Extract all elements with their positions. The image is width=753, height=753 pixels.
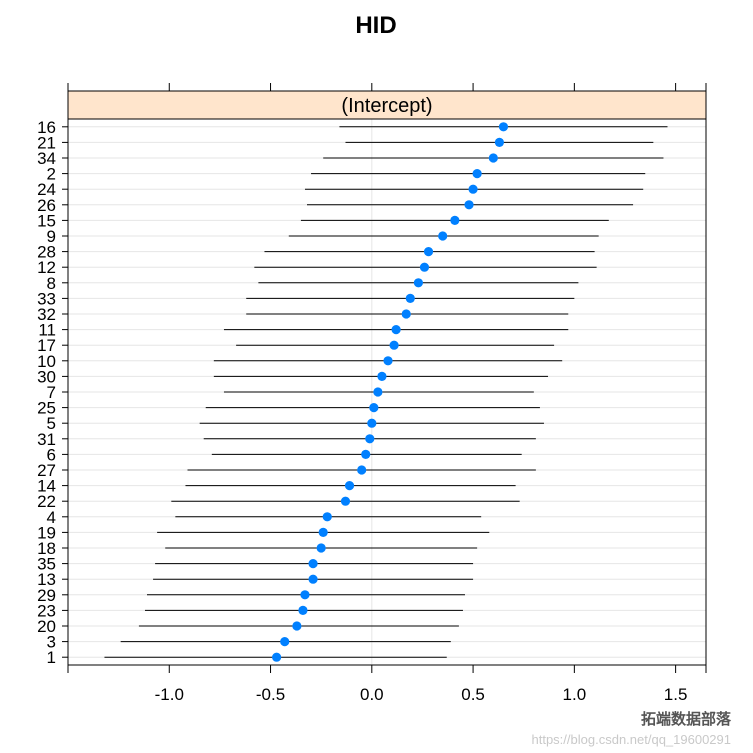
y-tick-label: 20 <box>37 617 56 636</box>
estimate-point <box>383 356 393 366</box>
estimate-point <box>377 371 387 381</box>
estimate-point <box>365 434 375 444</box>
y-tick-label: 26 <box>37 196 56 215</box>
y-tick-label: 27 <box>37 461 56 480</box>
estimate-point <box>488 153 498 163</box>
y-tick-label: 23 <box>37 601 56 620</box>
estimate-point <box>468 184 478 194</box>
estimate-point <box>357 465 367 475</box>
x-tick-label: 0.5 <box>461 685 485 704</box>
estimate-point <box>494 137 505 147</box>
y-tick-label: 30 <box>37 367 56 386</box>
estimate-point <box>308 559 318 569</box>
estimate-point <box>292 621 302 631</box>
estimate-point <box>423 247 434 257</box>
estimate-point <box>419 262 430 272</box>
y-tick-label: 3 <box>47 633 56 652</box>
x-tick-label: 0.0 <box>360 685 384 704</box>
y-tick-label: 6 <box>47 445 56 464</box>
estimate-point <box>316 543 326 553</box>
y-tick-label: 14 <box>37 477 56 496</box>
estimate-point <box>498 122 509 132</box>
panel-frame <box>67 90 707 666</box>
y-axis-labels: 1621342242615928128333211171030725531627… <box>37 118 68 667</box>
y-tick-label: 33 <box>37 289 56 308</box>
y-tick-label: 24 <box>37 180 56 199</box>
estimate-point <box>369 403 379 413</box>
y-tick-label: 16 <box>37 118 56 137</box>
estimate-point <box>367 418 377 428</box>
y-tick-label: 12 <box>37 258 56 277</box>
estimate-point <box>318 527 328 538</box>
x-tick-label: 1.0 <box>563 685 587 704</box>
y-tick-label: 4 <box>47 508 56 527</box>
y-tick-label: 1 <box>47 648 56 667</box>
y-tick-label: 29 <box>37 586 56 605</box>
estimate-point <box>450 215 460 225</box>
chart-title: HID <box>355 12 396 39</box>
y-tick-label: 17 <box>37 336 56 355</box>
x-axis: -1.0 -0.5 0.0 0.5 1.0 1.5 <box>67 83 707 704</box>
estimate-point <box>464 200 474 210</box>
y-tick-label: 35 <box>37 555 56 574</box>
y-tick-label: 28 <box>37 243 56 262</box>
y-tick-label: 22 <box>37 492 56 511</box>
estimate-point <box>298 605 308 616</box>
x-tick-label: 1.5 <box>664 685 688 704</box>
estimate-point <box>405 293 415 303</box>
watermark-brand: 拓端数据部落 <box>640 710 731 728</box>
x-tick-label: -0.5 <box>256 685 285 704</box>
estimate-point <box>272 652 282 662</box>
y-tick-label: 7 <box>47 383 56 402</box>
estimate-point <box>401 309 411 319</box>
y-tick-label: 21 <box>37 133 56 152</box>
y-tick-label: 34 <box>37 149 56 168</box>
estimate-point <box>340 496 351 506</box>
y-tick-label: 13 <box>37 570 56 589</box>
point-layer <box>272 122 509 662</box>
estimate-point <box>472 169 482 179</box>
estimate-point <box>438 231 448 241</box>
watermark-url: https://blog.csdn.net/qq_19600291 <box>531 732 732 747</box>
estimate-point <box>361 449 371 459</box>
y-tick-label: 19 <box>37 523 56 542</box>
y-tick-label: 25 <box>37 399 56 418</box>
y-tick-label: 18 <box>37 539 56 558</box>
y-tick-label: 8 <box>47 274 56 293</box>
y-tick-label: 5 <box>47 414 56 433</box>
y-tick-label: 15 <box>37 211 56 230</box>
y-tick-label: 11 <box>38 321 56 340</box>
estimate-point <box>300 590 310 600</box>
y-tick-label: 9 <box>47 227 56 246</box>
estimate-point <box>280 637 290 647</box>
y-tick-label: 31 <box>37 430 56 449</box>
estimate-point <box>389 340 399 350</box>
x-tick-label: -1.0 <box>155 685 184 704</box>
estimate-point <box>413 278 423 288</box>
y-tick-label: 32 <box>37 305 56 324</box>
estimate-point <box>373 387 383 397</box>
estimate-point <box>322 512 332 522</box>
estimate-point <box>391 325 401 335</box>
estimate-point <box>308 574 318 584</box>
estimate-point <box>344 481 355 491</box>
panel-label: (Intercept) <box>341 95 432 117</box>
y-tick-label: 10 <box>37 352 56 371</box>
y-tick-label: 2 <box>47 165 56 184</box>
